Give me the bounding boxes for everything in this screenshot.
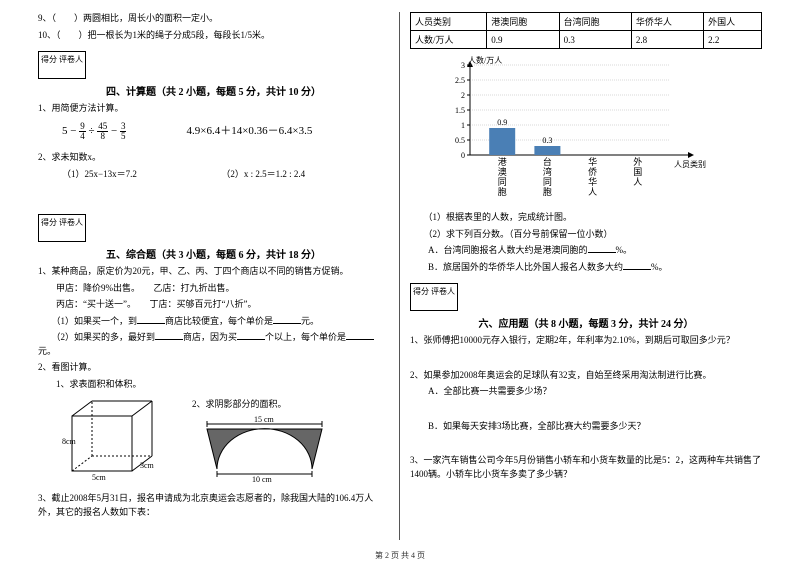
svg-text:3: 3 (461, 61, 465, 70)
chart-q4: B．旅居国外的华侨华人比外国人报名人数多大约%。 (410, 261, 762, 275)
th-tw: 台湾同胞 (559, 13, 631, 31)
svg-text:湾: 湾 (543, 166, 552, 177)
arch-svg: 15 cm 10 cm (202, 414, 332, 484)
score-box-5: 得分评卷人 (38, 214, 86, 242)
fig-arch: 2、求阴影部分的面积。 15 cm 10 cm (172, 398, 332, 485)
q4-2: 2、求未知数x。 (38, 151, 389, 165)
score-cell (41, 67, 57, 76)
question-10: 10、（ ）把一根长为1米的绳子分成5段，每段长1/5米。 (38, 29, 389, 43)
svg-text:人: 人 (588, 187, 597, 197)
q5-2b: 2、求阴影部分的面积。 (192, 398, 332, 412)
bar-chart: 人数/万人32.521.510.500.9港澳同胞0.3台湾同胞华侨华人外国人人… (430, 55, 720, 175)
grader-label: 评卷人 (431, 286, 455, 297)
svg-text:同: 同 (498, 177, 507, 187)
grader-cell (431, 299, 455, 308)
score-label: 得分 (41, 54, 57, 65)
svg-text:2.5: 2.5 (455, 76, 465, 85)
svg-text:台: 台 (543, 156, 552, 167)
q4-2-sub: （1）25x−13x＝7.2 （2）x : 2.5＝1.2 : 2.4 (38, 167, 389, 180)
th-hk: 港澳同胞 (487, 13, 559, 31)
q6-2a: A．全部比赛一共需要多少场？ (410, 385, 762, 399)
q4-1: 1、用简便方法计算。 (38, 102, 389, 116)
section-5-title: 五、综合题（共 3 小题，每题 6 分，共计 18 分） (38, 246, 389, 261)
q5-3: 3、截止2008年5月31日，报名申请成为北京奥运会志愿者的，除我国大陆的106… (38, 492, 389, 519)
score-cell (413, 299, 429, 308)
svg-text:0.9: 0.9 (497, 118, 507, 127)
score-box-6: 得分评卷人 (410, 283, 458, 311)
right-column: 人员类别 港澳同胞 台湾同胞 华侨华人 外国人 人数/万人 0.9 0.3 2.… (400, 12, 772, 540)
q6-2b: B．如果每天安排3场比赛，全部比赛大约需要多少天？ (410, 420, 762, 434)
svg-text:1.5: 1.5 (455, 106, 465, 115)
score-label: 得分 (41, 217, 57, 228)
figures-row: 1、求表面积和体积。 8cm 3cm 5cm 2、求阴影部分的 (38, 378, 389, 485)
th-ov: 华侨华人 (631, 13, 703, 31)
q6-2: 2、如果参加2008年奥运会的足球队有32支，自始至终采用淘汰制进行比赛。 (410, 369, 762, 383)
svg-text:华: 华 (588, 156, 597, 167)
q5-1q1: （1）如果买一个，到商店比较便宜，每个单价是元。 (38, 315, 389, 329)
q5-1b: 丙店：“买十送一”。 丁店：买够百元打“八折”。 (38, 298, 389, 312)
grader-cell (59, 67, 83, 76)
th-fr: 外国人 (704, 13, 762, 31)
svg-text:外: 外 (633, 156, 642, 167)
svg-text:人员类别: 人员类别 (674, 159, 706, 169)
q5-2a: 1、求表面积和体积。 (38, 378, 172, 392)
svg-text:港: 港 (498, 156, 507, 167)
chart-q3: A．台湾同胞报名人数大约是港澳同胞的%。 (410, 244, 762, 258)
q5-1: 1、某种商品，原定价为20元，甲、乙、丙、丁四个商店以不同的销售方促销。 (38, 265, 389, 279)
th-category: 人员类别 (411, 13, 487, 31)
svg-text:0.3: 0.3 (542, 136, 552, 145)
page: 9、（ ）两圆相比，周长小的面积一定小。 10、（ ）把一根长为1米的绳子分成5… (0, 0, 800, 540)
section-6-title: 六、应用题（共 8 小题，每题 3 分，共计 24 分） (410, 315, 762, 330)
q6-3: 3、一家汽车销售公司今年5月份销售小轿车和小货车数量的比是5：2，这两种车共销售… (410, 454, 762, 481)
svg-text:0.5: 0.5 (455, 136, 465, 145)
td-fr: 2.2 (704, 31, 762, 49)
score-box-4: 得分评卷人 (38, 51, 86, 79)
svg-text:澳: 澳 (498, 166, 507, 177)
expr-1a: 5 − 94 ÷ 458 − 35 (62, 122, 126, 141)
svg-text:侨: 侨 (588, 166, 597, 177)
page-footer: 第 2 页 共 4 页 (0, 550, 800, 561)
td-hk: 0.9 (487, 31, 559, 49)
td-ov: 2.8 (631, 31, 703, 49)
grader-label: 评卷人 (59, 54, 83, 65)
cube-h-label: 8cm (62, 437, 77, 446)
q5-1a: 甲店：降价9%出售。 乙店：打九折出售。 (38, 282, 389, 296)
math-expressions: 5 − 94 ÷ 458 − 35 4.9×6.4＋14×0.36－6.4×3.… (38, 122, 389, 141)
section-4-title: 四、计算题（共 2 小题，每题 5 分，共计 10 分） (38, 83, 389, 98)
svg-text:人: 人 (633, 177, 642, 187)
q6-1: 1、张师傅把10000元存入银行，定期2年，年利率为2.10%，到期后可取回多少… (410, 334, 762, 348)
q5-2: 2、看图计算。 (38, 361, 389, 375)
q4-2b: （2）x : 2.5＝1.2 : 2.4 (221, 169, 305, 179)
data-table: 人员类别 港澳同胞 台湾同胞 华侨华人 外国人 人数/万人 0.9 0.3 2.… (410, 12, 762, 49)
score-label: 得分 (413, 286, 429, 297)
svg-text:胞: 胞 (498, 186, 507, 197)
svg-text:1: 1 (461, 121, 465, 130)
td-label: 人数/万人 (411, 31, 487, 49)
expr-1b: 4.9×6.4＋14×0.36－6.4×3.5 (186, 122, 312, 141)
grader-label: 评卷人 (59, 217, 83, 228)
chart-q1: （1）根据表里的人数，完成统计图。 (410, 211, 762, 225)
cube-d-label: 3cm (140, 461, 155, 470)
svg-text:华: 华 (588, 176, 597, 187)
cube-svg: 8cm 3cm 5cm (62, 396, 172, 482)
left-column: 9、（ ）两圆相比，周长小的面积一定小。 10、（ ）把一根长为1米的绳子分成5… (28, 12, 400, 540)
svg-text:2: 2 (461, 91, 465, 100)
td-tw: 0.3 (559, 31, 631, 49)
fig-cube: 1、求表面积和体积。 8cm 3cm 5cm (38, 378, 172, 485)
q5-1q2: （2）如果买的多，最好到商店，因为买个以上，每个单价是元。 (38, 331, 389, 358)
svg-text:国: 国 (633, 167, 642, 177)
q4-2a: （1）25x−13x＝7.2 (62, 169, 137, 179)
svg-text:胞: 胞 (543, 186, 552, 197)
cube-w-label: 5cm (92, 473, 107, 482)
svg-text:人数/万人: 人数/万人 (468, 55, 502, 65)
question-9: 9、（ ）两圆相比，周长小的面积一定小。 (38, 12, 389, 26)
arch-b-label: 10 cm (252, 475, 273, 484)
arch-w-label: 15 cm (254, 415, 275, 424)
svg-text:同: 同 (543, 177, 552, 187)
chart-q2: （2）求下列百分数。（百分号前保留一位小数） (410, 228, 762, 242)
score-cell (41, 230, 57, 239)
grader-cell (59, 230, 83, 239)
svg-text:0: 0 (461, 151, 465, 160)
